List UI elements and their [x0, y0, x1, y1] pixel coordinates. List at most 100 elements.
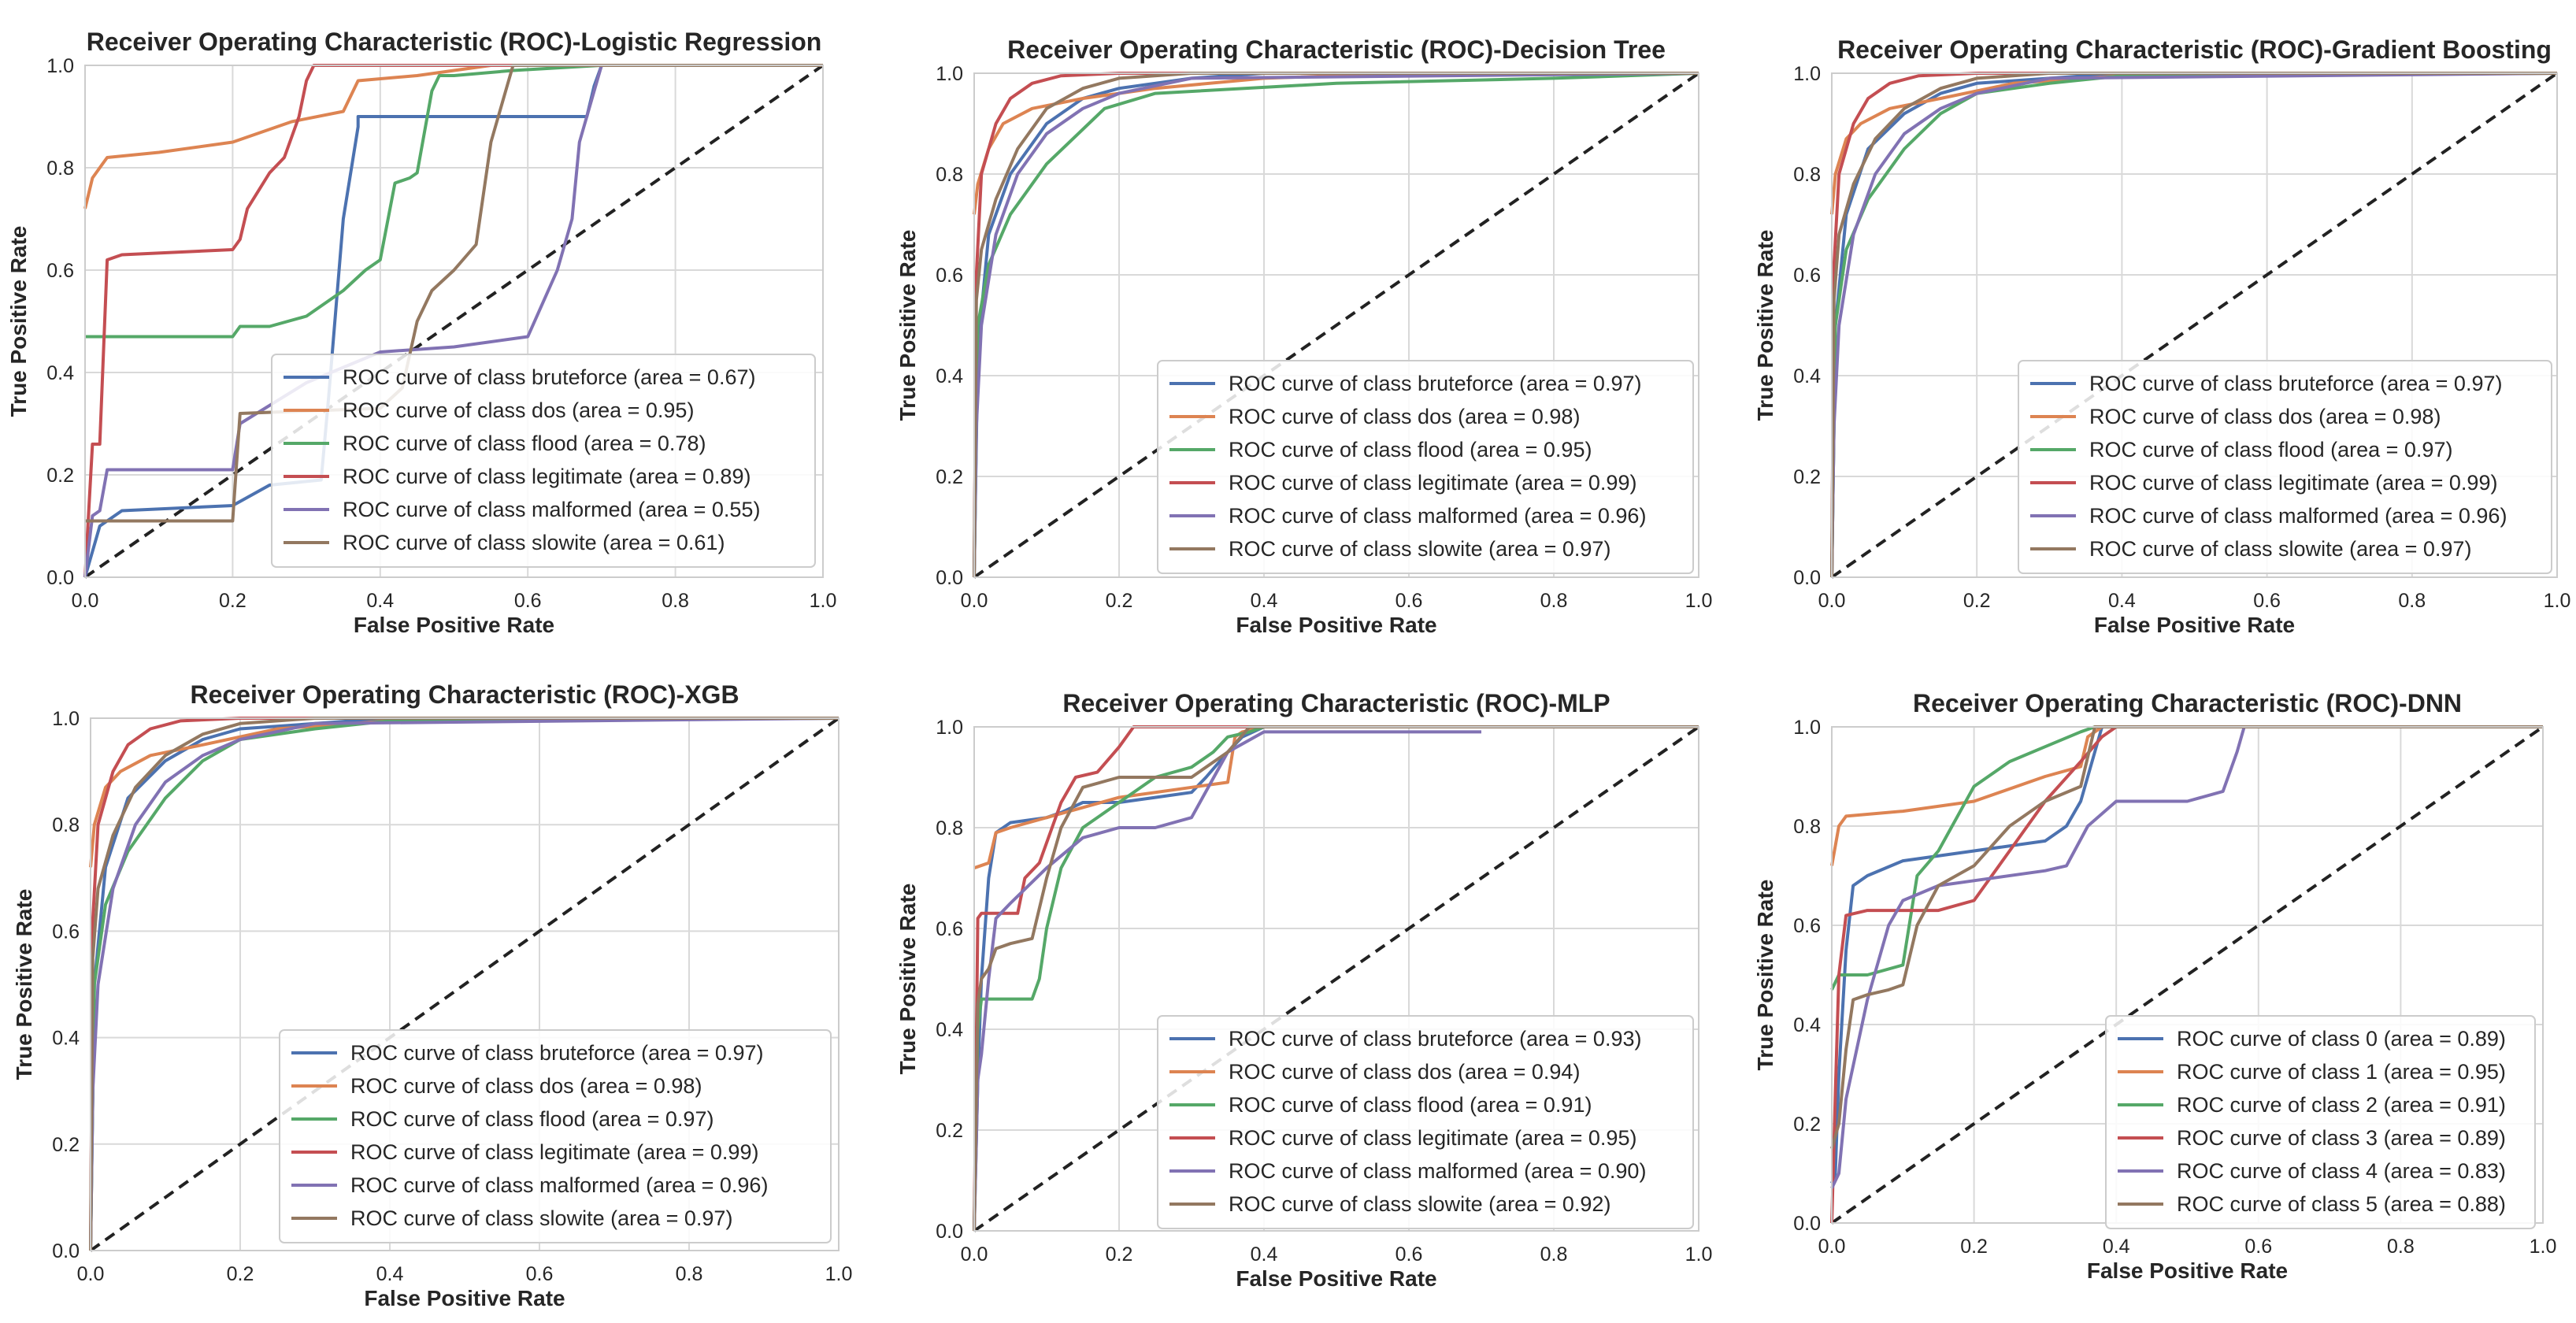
roc-curve-series-4: [973, 72, 1699, 578]
roc-panel-1: 0.0 0.2 0.4 0.6 0.8 1.0 0.0 0.2 0.4 0.6 0.8 1.0 ROC …: [6, 28, 836, 637]
roc-curve-series-5: [973, 730, 1481, 1232]
legend-label: ROC curve of class bruteforce (area = 0.…: [2089, 372, 2502, 395]
roc-curve-series-6: [1830, 725, 2543, 1150]
y-tick-label: 0.0: [1793, 1213, 1821, 1235]
y-tick-label: 0.8: [52, 814, 80, 836]
legend-label: ROC curve of class slowite (area = 0.97): [1229, 537, 1610, 561]
y-tick-label: 0.8: [46, 158, 74, 180]
y-tick-label: 1.0: [936, 717, 963, 739]
legend-label: ROC curve of class bruteforce (area = 0.…: [1229, 1027, 1641, 1051]
roc-panel-2: 0.0 0.2 0.4 0.6 0.8 1.0 0.0 0.2 0.4 0.6 0.8 1.0 ROC …: [895, 35, 1712, 637]
x-tick-label: 0.0: [1818, 1236, 1846, 1258]
y-tick-label: 0.6: [1793, 265, 1821, 287]
legend-label: ROC curve of class dos (area = 0.98): [1229, 405, 1580, 428]
legend-label: ROC curve of class dos (area = 0.98): [2089, 405, 2441, 428]
roc-curve-series-6: [1830, 72, 2557, 578]
roc-curve-series-6: [973, 72, 1699, 578]
roc-curve-series-5: [973, 72, 1699, 578]
x-tick-label: 0.8: [1540, 1243, 1568, 1266]
roc-panel-3: 0.0 0.2 0.4 0.6 0.8 1.0 0.0 0.2 0.4 0.6 0.8 1.0 ROC …: [1753, 35, 2570, 637]
roc-curve-series-6: [89, 717, 839, 1251]
legend-label: ROC curve of class slowite (area = 0.97): [350, 1206, 732, 1230]
legend: ROC curve of class 0 (area = 0.89) ROC cu…: [2105, 1015, 2536, 1229]
roc-curve-series-3: [1830, 72, 2558, 578]
y-tick-label: 0.2: [46, 465, 74, 487]
y-tick-label: 0.2: [1793, 466, 1821, 488]
legend-label: ROC curve of class bruteforce (area = 0.…: [1229, 372, 1641, 395]
roc-curve-series-6: [973, 725, 1699, 1232]
x-tick-label: 0.6: [1395, 1243, 1423, 1266]
y-axis-label: True Positive Rate: [1753, 230, 1777, 421]
legend-label: ROC curve of class slowite (area = 0.97): [2089, 537, 2471, 561]
x-tick-label: 0.2: [219, 590, 246, 612]
chance-diagonal: [89, 717, 840, 1252]
y-tick-label: 0.8: [1793, 164, 1821, 186]
x-tick-label: 1.0: [825, 1263, 853, 1285]
roc-curve-series-2: [973, 725, 1699, 870]
y-tick-label: 0.2: [936, 466, 963, 488]
roc-curve-series-3: [973, 725, 1699, 1232]
legend-label: ROC curve of class malformed (area = 0.5…: [343, 498, 760, 521]
x-tick-label: 0.0: [72, 590, 99, 612]
chart-title: Receiver Operating Characteristic (ROC)-…: [1062, 689, 1610, 717]
roc-curve-series-4: [1830, 725, 2543, 1224]
legend-box: [271, 354, 816, 568]
x-tick-label: 0.6: [514, 590, 542, 612]
legend-box: [2018, 360, 2552, 574]
legend-label: ROC curve of class malformed (area = 0.9…: [1229, 1159, 1646, 1183]
legend-label: ROC curve of class flood (area = 0.95): [1229, 438, 1592, 461]
x-tick-label: 1.0: [1685, 1243, 1713, 1266]
y-tick-label: 0.2: [936, 1120, 963, 1142]
x-tick-label: 0.4: [2108, 590, 2136, 612]
y-axis-label: True Positive Rate: [895, 230, 920, 421]
chart-title: Receiver Operating Characteristic (ROC)-…: [190, 680, 739, 709]
chance-diagonal: [973, 725, 1700, 1232]
x-tick-label: 1.0: [2544, 590, 2571, 612]
x-axis-label: False Positive Rate: [1236, 1266, 1436, 1291]
chart-title: Receiver Operating Characteristic (ROC)-…: [1007, 35, 1666, 64]
y-tick-label: 0.0: [936, 1221, 963, 1243]
chart-title: Receiver Operating Characteristic (ROC)-…: [1837, 35, 2552, 64]
legend: ROC curve of class bruteforce (area = 0.…: [2018, 360, 2552, 574]
y-tick-label: 1.0: [46, 55, 74, 77]
x-tick-label: 1.0: [2530, 1236, 2557, 1258]
legend-label: ROC curve of class flood (area = 0.97): [350, 1107, 713, 1131]
x-tick-label: 0.2: [1960, 1236, 1988, 1258]
roc-curve-series-5: [89, 717, 840, 1251]
y-axis-label: True Positive Rate: [12, 889, 36, 1080]
legend-label: ROC curve of class 4 (area = 0.83): [2177, 1159, 2506, 1183]
plot-frame: [973, 726, 1699, 1232]
x-tick-label: 0.8: [1540, 590, 1568, 612]
legend-label: ROC curve of class legitimate (area = 0.…: [2089, 471, 2497, 495]
x-axis-label: False Positive Rate: [2087, 1258, 2288, 1283]
y-tick-label: 0.4: [936, 365, 963, 387]
x-tick-label: 0.8: [2398, 590, 2426, 612]
legend-label: ROC curve of class 0 (area = 0.89): [2177, 1027, 2506, 1051]
legend-label: ROC curve of class flood (area = 0.97): [2089, 438, 2452, 461]
legend-label: ROC curve of class legitimate (area = 0.…: [350, 1140, 758, 1164]
legend-label: ROC curve of class 1 (area = 0.95): [2177, 1060, 2506, 1084]
chance-diagonal: [973, 72, 1700, 579]
roc-curve-series-6: [85, 64, 823, 523]
x-tick-label: 1.0: [810, 590, 837, 612]
roc-curve-series-3: [973, 72, 1699, 578]
plot-frame: [90, 717, 840, 1251]
y-tick-label: 1.0: [52, 708, 80, 730]
roc-curve-series-1: [1830, 725, 2543, 1184]
legend-label: ROC curve of class malformed (area = 0.9…: [2089, 504, 2507, 528]
x-tick-label: 0.0: [1818, 590, 1846, 612]
legend-label: ROC curve of class slowite (area = 0.92): [1229, 1192, 1610, 1216]
y-tick-label: 1.0: [1793, 63, 1821, 85]
y-axis-label: True Positive Rate: [895, 884, 920, 1075]
legend-label: ROC curve of class flood (area = 0.91): [1229, 1093, 1592, 1117]
y-tick-label: 0.8: [936, 817, 963, 839]
y-axis-label: True Positive Rate: [1753, 880, 1777, 1071]
x-tick-label: 0.6: [2244, 1236, 2272, 1258]
legend-label: ROC curve of class dos (area = 0.95): [343, 398, 694, 422]
legend-label: ROC curve of class 3 (area = 0.89): [2177, 1126, 2506, 1150]
chance-diagonal: [83, 64, 825, 579]
roc-curve-series-5: [1830, 725, 2543, 1189]
y-tick-label: 0.8: [936, 164, 963, 186]
roc-curve-series-5: [1830, 72, 2558, 578]
